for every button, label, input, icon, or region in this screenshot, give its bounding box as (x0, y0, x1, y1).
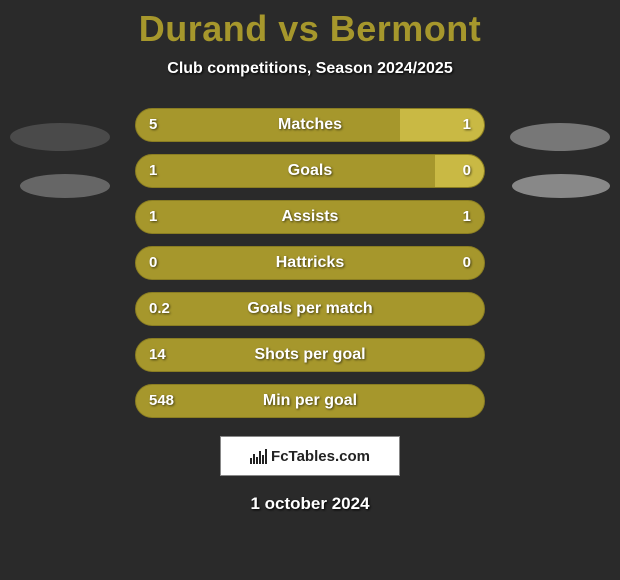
stat-row: 51Matches (135, 108, 485, 142)
stat-label: Goals per match (135, 292, 485, 326)
stat-label: Shots per goal (135, 338, 485, 372)
stats-container: 51Matches 10Goals 11Assists 00Hattricks 0.2G… (0, 108, 620, 418)
stat-row: 14Shots per goal (135, 338, 485, 372)
stat-label: Hattricks (135, 246, 485, 280)
logo-box: FcTables.com (220, 436, 400, 476)
stat-label: Matches (135, 108, 485, 142)
title: Durand vs Bermont (0, 0, 620, 50)
vs-text: vs (278, 8, 319, 49)
stat-row: 00Hattricks (135, 246, 485, 280)
player2-name: Bermont (330, 8, 482, 49)
stat-row: 11Assists (135, 200, 485, 234)
subtitle: Club competitions, Season 2024/2025 (0, 60, 620, 78)
stat-label: Goals (135, 154, 485, 188)
date-text: 1 october 2024 (0, 494, 620, 514)
stat-row: 0.2Goals per match (135, 292, 485, 326)
logo-text: FcTables.com (271, 448, 370, 465)
stat-label: Assists (135, 200, 485, 234)
stat-row: 548Min per goal (135, 384, 485, 418)
stat-row: 10Goals (135, 154, 485, 188)
logo-bars-icon (250, 449, 267, 464)
player1-name: Durand (139, 8, 268, 49)
stat-label: Min per goal (135, 384, 485, 418)
